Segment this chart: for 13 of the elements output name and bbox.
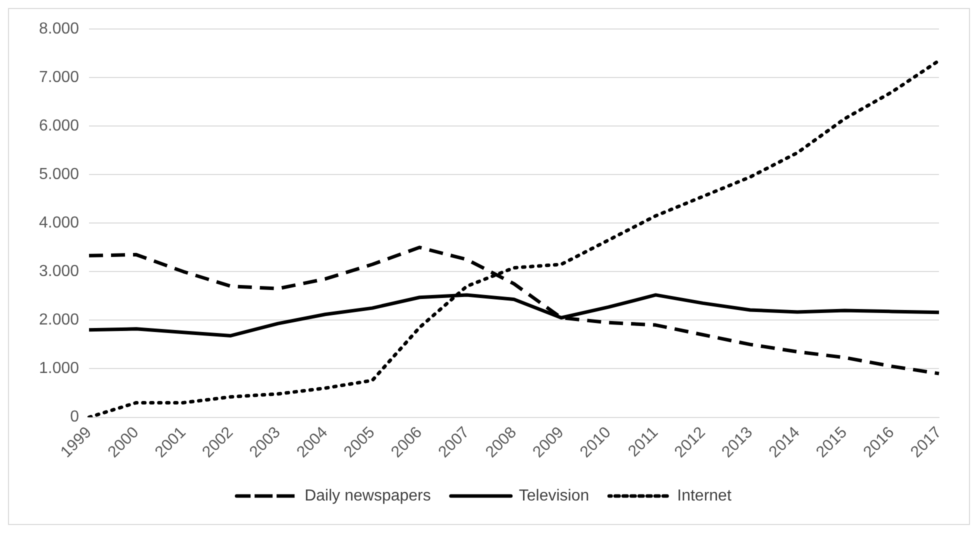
y-tick-label: 3.000 bbox=[38, 263, 80, 280]
y-tick-label: 4.000 bbox=[38, 214, 80, 232]
y-tick-label: 8.000 bbox=[38, 20, 80, 38]
legend-label: Daily newspapers bbox=[304, 487, 431, 504]
y-tick-label: 2.000 bbox=[38, 312, 80, 329]
y-tick-label: 0 bbox=[70, 408, 80, 426]
y-tick-label: 5.000 bbox=[38, 166, 80, 183]
legend-label: Television bbox=[518, 487, 590, 504]
line-series bbox=[87, 58, 941, 418]
y-tick-label: 7.000 bbox=[38, 68, 80, 86]
y-tick-label: 1.000 bbox=[38, 360, 80, 378]
y-tick-label: 6.000 bbox=[38, 117, 80, 134]
legend-label: Internet bbox=[677, 487, 732, 504]
